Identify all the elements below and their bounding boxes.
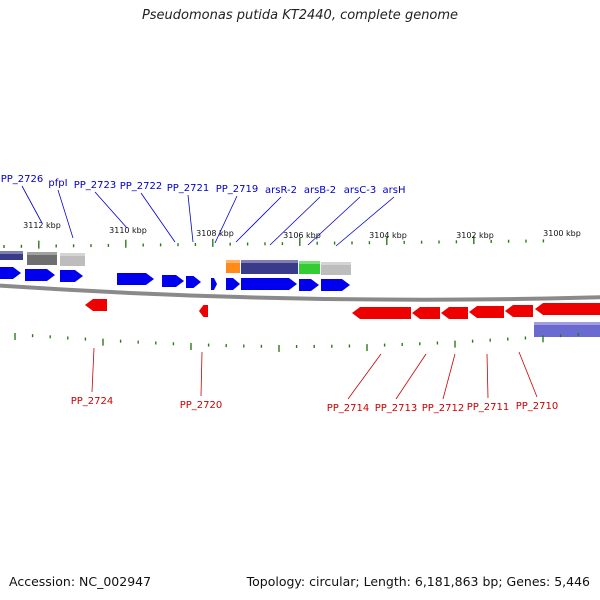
forward-gene-arrow — [162, 275, 184, 287]
reverse-gene-labels[interactable]: PP_2724 PP_2720 PP_2714 PP_2713 PP_2712 PP_27… — [71, 347, 559, 414]
reverse-gene-leader — [91, 347, 95, 393]
scale-label: 3102 kbp — [456, 231, 494, 240]
reverse-gene-leader — [486, 353, 489, 399]
cog-box-highlight — [534, 322, 600, 325]
forward-gene-track — [0, 267, 350, 291]
cog-box — [241, 260, 298, 274]
reverse-gene-leader — [200, 351, 203, 397]
reverse-gene-arrow — [85, 299, 107, 311]
forward-gene-arrow — [299, 279, 319, 291]
forward-gene-label[interactable]: PP_2723 — [74, 180, 117, 191]
forward-gene-leader — [214, 195, 238, 244]
forward-gene-label[interactable]: pfpI — [48, 178, 67, 189]
forward-gene-arrow — [186, 276, 201, 288]
forward-gene-arrow — [211, 278, 217, 290]
reverse-gene-leader — [347, 353, 382, 400]
scale-label: 3100 kbp — [543, 229, 581, 238]
forward-gene-leader — [307, 196, 361, 246]
reverse-gene-leader — [442, 353, 456, 400]
cog-box — [299, 261, 320, 274]
forward-gene-arrow — [0, 267, 21, 279]
forward-gene-leader — [21, 185, 43, 224]
cog-box-highlight — [241, 260, 298, 263]
scale-label: 3110 kbp — [109, 226, 147, 235]
forward-gene-labels[interactable]: PP_2726 pfpI PP_2723 PP_2722 PP_2721 PP_2719 a… — [1, 174, 406, 247]
cog-box — [0, 251, 23, 260]
forward-gene-label[interactable]: PP_2719 — [216, 184, 259, 195]
reverse-gene-label[interactable]: PP_2711 — [467, 402, 510, 413]
cog-box-highlight — [299, 261, 320, 264]
cog-track — [0, 251, 600, 337]
reverse-gene-label[interactable]: PP_2713 — [375, 403, 418, 414]
forward-gene-leader — [269, 196, 321, 246]
cog-box — [226, 260, 240, 273]
forward-gene-arrow — [117, 273, 154, 285]
cog-box-highlight — [0, 251, 23, 254]
reverse-gene-arrow — [412, 307, 440, 319]
forward-gene-label[interactable]: PP_2722 — [120, 181, 163, 192]
reverse-gene-label[interactable]: PP_2724 — [71, 396, 114, 407]
reverse-gene-arrow — [469, 306, 504, 318]
forward-gene-arrow — [60, 270, 83, 282]
reverse-gene-track — [85, 299, 600, 319]
scale-ticks-top — [3, 236, 545, 249]
genome-title: Pseudomonas putida KT2440, complete geno… — [141, 8, 459, 23]
reverse-gene-arrow — [535, 303, 600, 315]
reverse-gene-leader — [518, 351, 538, 398]
forward-gene-arrow — [321, 279, 350, 291]
forward-gene-label[interactable]: PP_2721 — [167, 183, 210, 194]
scale-label: 3112 kbp — [23, 221, 61, 230]
cog-box-highlight — [27, 252, 57, 255]
forward-gene-leader — [94, 191, 128, 229]
cog-box-highlight — [60, 253, 85, 256]
scale-ticks-bottom — [14, 333, 579, 352]
reverse-gene-arrow — [199, 305, 208, 317]
cog-box — [534, 322, 600, 337]
forward-gene-label[interactable]: arsH — [383, 185, 406, 196]
scale-label: 3104 kbp — [369, 231, 407, 240]
forward-gene-leader — [187, 194, 194, 243]
forward-gene-leader — [335, 196, 395, 247]
forward-gene-label[interactable]: arsC-3 — [344, 185, 376, 196]
scale-label: 3106 kbp — [283, 231, 321, 240]
forward-gene-leader — [140, 192, 176, 243]
reverse-gene-leader — [395, 353, 427, 400]
scale-label: 3108 kbp — [196, 229, 234, 238]
reverse-gene-arrow — [505, 305, 533, 317]
cog-box — [60, 253, 85, 266]
reverse-gene-label[interactable]: PP_2714 — [327, 403, 370, 414]
cog-box — [27, 252, 57, 265]
forward-gene-leader — [235, 196, 282, 243]
cog-box-highlight — [226, 260, 240, 263]
forward-gene-label[interactable]: PP_2726 — [1, 174, 44, 185]
reverse-gene-label[interactable]: PP_2720 — [180, 400, 223, 411]
cog-box-highlight — [321, 262, 351, 265]
reverse-gene-arrow — [352, 307, 411, 319]
forward-gene-label[interactable]: arsR-2 — [265, 185, 297, 196]
cog-box — [321, 262, 351, 275]
reverse-gene-arrow — [441, 307, 468, 319]
genome-stats-text: Topology: circular; Length: 6,181,863 bp… — [246, 574, 590, 589]
reverse-gene-label[interactable]: PP_2712 — [422, 403, 465, 414]
accession-text: Accession: NC_002947 — [9, 574, 152, 589]
forward-gene-arrow — [241, 278, 297, 290]
reverse-gene-label[interactable]: PP_2710 — [516, 401, 559, 412]
forward-gene-leader — [57, 189, 74, 239]
forward-gene-label[interactable]: arsB-2 — [304, 185, 336, 196]
forward-gene-arrow — [226, 278, 240, 290]
scale-labels: 3112 kbp 3110 kbp 3108 kbp 3106 kbp 3104 kbp… — [23, 221, 581, 240]
genome-backbone — [0, 283, 600, 302]
forward-gene-arrow — [25, 269, 55, 281]
